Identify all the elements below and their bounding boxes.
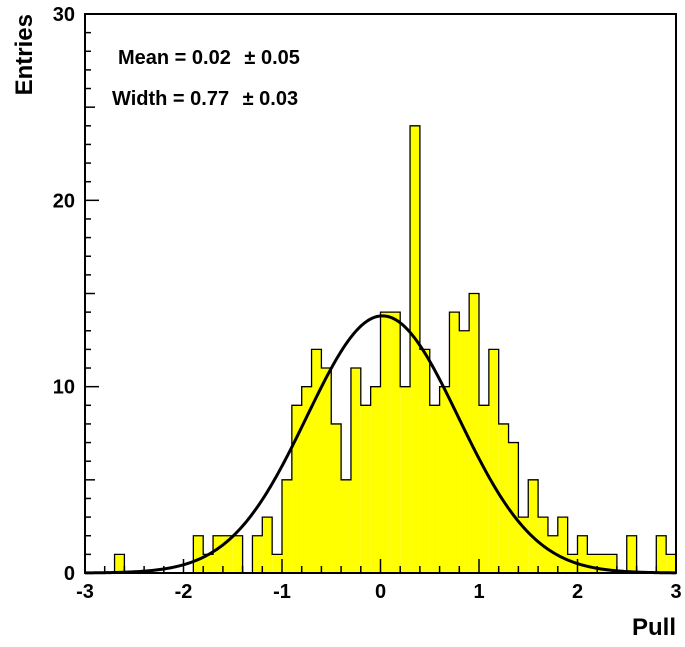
x-tick-label: -3: [76, 581, 94, 603]
histogram-bar: [577, 535, 588, 573]
histogram-bar: [410, 125, 420, 574]
histogram-bar: [360, 405, 371, 573]
histogram-bar: [469, 293, 479, 573]
histogram-bar: [498, 423, 509, 573]
width-error: ± 0.03: [243, 88, 298, 110]
histogram-bar: [626, 535, 637, 573]
histogram-bar: [370, 386, 381, 573]
histogram-bars: [114, 125, 676, 574]
histogram-bar: [331, 423, 342, 573]
width-annotation: Width = 0.77 ± 0.03: [112, 88, 298, 110]
histogram-bar: [607, 554, 617, 573]
histogram-bar: [252, 535, 263, 573]
width-value: Width = 0.77: [112, 88, 229, 110]
histogram-bar: [488, 349, 499, 573]
histogram-bar: [666, 554, 676, 573]
histogram-bar: [508, 442, 519, 573]
histogram-bar: [114, 554, 125, 573]
histogram-bar: [311, 349, 322, 573]
x-axis-title: Pull: [632, 614, 676, 641]
histogram-bar: [380, 312, 391, 573]
mean-value: Mean = 0.02: [118, 47, 231, 69]
x-tick-label: 0: [375, 581, 386, 603]
histogram-bar: [400, 386, 411, 573]
histogram-bar: [528, 479, 539, 573]
histogram-bar: [449, 312, 460, 573]
histogram-bar: [557, 517, 568, 573]
y-tick-label: 10: [53, 377, 75, 399]
histogram-bar: [222, 535, 233, 573]
x-tick-label: -2: [175, 581, 193, 603]
x-tick-label: 1: [473, 581, 484, 603]
histogram-outline: [85, 125, 677, 574]
y-tick-label: 30: [53, 4, 75, 26]
histogram-bar: [262, 517, 273, 573]
histogram-bar: [193, 535, 204, 573]
y-tick-label: 0: [64, 563, 75, 585]
y-tick-label: 20: [53, 190, 75, 212]
histogram-bar: [419, 349, 430, 573]
histogram-bar: [567, 554, 578, 573]
histogram-bar: [282, 479, 292, 573]
y-axis-title: Entries: [11, 14, 38, 95]
mean-error: ± 0.05: [244, 47, 299, 69]
histogram-bar: [479, 405, 489, 573]
histogram-bar: [459, 330, 470, 573]
histogram-bar: [429, 405, 440, 573]
histogram-bar: [272, 554, 282, 573]
histogram-bar: [232, 535, 243, 573]
x-tick-label: 2: [572, 581, 583, 603]
histogram-bar: [341, 479, 351, 573]
histogram-bar: [390, 312, 401, 573]
histogram-bar: [547, 535, 558, 573]
histogram-bar: [301, 386, 312, 573]
histogram-bar: [587, 554, 598, 573]
histogram-bar: [213, 535, 223, 573]
y-axis-ticks: 0 10 20 30: [53, 4, 99, 585]
histogram-bar: [291, 405, 302, 573]
histogram-bar: [597, 554, 608, 573]
x-tick-label: 3: [670, 581, 681, 603]
histogram-bar: [656, 535, 667, 573]
histogram-bar: [321, 368, 332, 573]
histogram-bar: [350, 368, 361, 573]
histogram-bar: [518, 517, 529, 573]
histogram-bar: [439, 386, 450, 573]
histogram-bar: [203, 554, 214, 573]
x-tick-label: -1: [273, 581, 291, 603]
x-axis-ticks: -3 -2 -1 0 1 2 3: [76, 559, 682, 603]
mean-annotation: Mean = 0.02 ± 0.05: [118, 47, 300, 69]
